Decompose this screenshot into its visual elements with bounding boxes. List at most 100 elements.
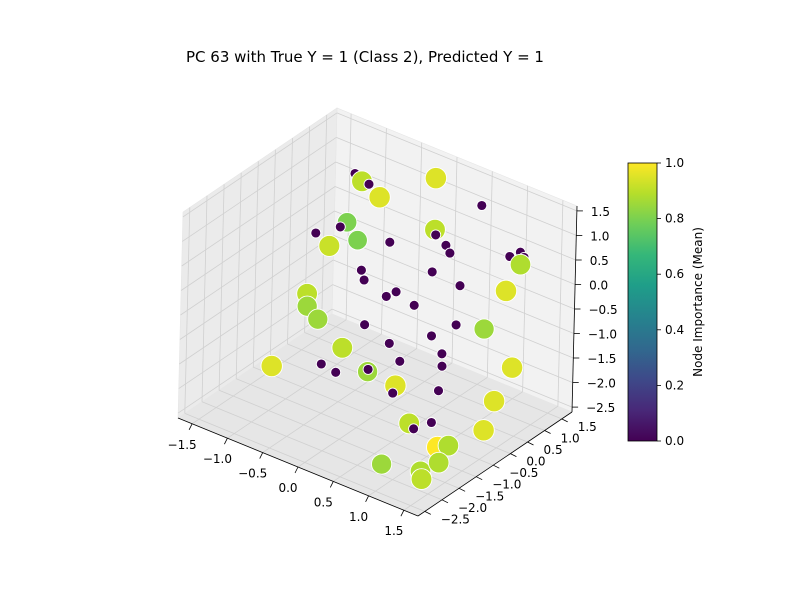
grid-line-z xyxy=(179,259,334,365)
data-points xyxy=(260,166,532,490)
grid-line-z xyxy=(336,137,577,236)
colorbar-tick-label: 0.2 xyxy=(665,378,684,392)
data-point xyxy=(408,423,420,435)
grid-line-z xyxy=(177,308,333,414)
colorbar-gradient xyxy=(627,162,658,442)
grid-line-y xyxy=(270,355,511,454)
data-point xyxy=(437,434,460,457)
data-point xyxy=(500,356,524,379)
x-tick-label: 1.5 xyxy=(384,524,403,538)
grid-line-x xyxy=(227,333,382,439)
x-tick-mark xyxy=(259,452,264,459)
y-tick-label: −1.0 xyxy=(492,478,521,492)
y-tick-label: −0.5 xyxy=(509,466,538,480)
data-point xyxy=(371,453,393,475)
data-point xyxy=(362,363,374,375)
y-axis-line xyxy=(417,411,573,517)
x-tick-mark xyxy=(224,438,228,445)
data-point xyxy=(410,468,433,490)
y-tick-mark xyxy=(561,418,568,423)
data-point xyxy=(387,387,399,399)
y-tick-mark xyxy=(493,464,500,469)
data-point xyxy=(433,385,444,397)
x-tick-label: 0.0 xyxy=(278,481,297,495)
z-tick-label: 1.0 xyxy=(590,229,609,243)
grid-line-y xyxy=(201,401,443,501)
data-point xyxy=(331,336,354,359)
data-point xyxy=(310,227,322,239)
data-point xyxy=(260,354,283,378)
z-tick-label: 1.5 xyxy=(591,205,610,219)
colorbar: Node Importance (Mean) 0.0 0.2 0.4 0.6 0.8 1.… xyxy=(627,156,705,448)
data-point xyxy=(509,253,532,276)
grid-line-z xyxy=(182,112,338,218)
data-point xyxy=(318,234,341,257)
colorbar-tick-label: 1.0 xyxy=(665,156,684,170)
colorbar-tick-label: 0.0 xyxy=(665,434,684,448)
data-point xyxy=(444,247,456,259)
data-point xyxy=(359,319,371,331)
y-tick-label: −2.5 xyxy=(441,512,470,526)
data-point xyxy=(427,451,450,474)
grid-line-z xyxy=(179,235,335,340)
x-tick-label: −1.0 xyxy=(203,452,232,466)
data-point xyxy=(394,355,406,367)
grid-line-z xyxy=(180,186,336,291)
data-point xyxy=(425,417,437,428)
x-tick-mark xyxy=(400,510,405,517)
data-point xyxy=(315,358,327,370)
x-tick-mark xyxy=(294,466,299,474)
x-tick-label: −0.5 xyxy=(238,467,267,481)
y-tick-label: −2.0 xyxy=(458,501,487,515)
data-point xyxy=(390,286,402,298)
data-point xyxy=(426,330,437,342)
grid-line-z xyxy=(333,235,575,334)
data-point xyxy=(408,299,420,311)
data-point xyxy=(472,419,495,442)
data-point xyxy=(454,280,466,292)
tick-labels: −1.5−1.0−0.50.00.51.01.5−2.5−2.0−1.5−1.0… xyxy=(168,205,618,538)
y-tick-mark xyxy=(424,511,431,515)
data-point xyxy=(384,236,396,248)
data-point xyxy=(436,360,448,372)
data-point xyxy=(368,186,391,209)
x-tick-label: 1.0 xyxy=(349,510,368,524)
colorbar-label: Node Importance (Mean) xyxy=(691,227,705,377)
chart-title: PC 63 with True Y = 1 (Class 2), Predict… xyxy=(186,48,544,66)
x-tick-mark xyxy=(365,495,369,502)
y-tick-mark xyxy=(441,499,449,504)
grid-line-z xyxy=(332,284,573,383)
data-point xyxy=(436,348,448,360)
z-tick-label: −1.5 xyxy=(587,352,616,366)
y-tick-label: 1.0 xyxy=(561,432,580,446)
y-tick-mark xyxy=(527,441,534,446)
grid-line-x xyxy=(262,348,417,453)
z-tick-label: −2.0 xyxy=(587,377,616,391)
y-tick-label: 0.5 xyxy=(544,443,563,457)
data-point xyxy=(424,166,448,190)
data-point xyxy=(363,178,375,190)
x-tick-mark xyxy=(188,423,193,430)
y-tick-mark xyxy=(476,476,483,481)
colorbar-tick-label: 0.6 xyxy=(665,267,684,281)
z-tick-label: −0.5 xyxy=(589,303,618,317)
grid-line-z xyxy=(180,210,335,316)
y-tick-mark xyxy=(510,453,517,457)
y-tick-mark xyxy=(544,430,551,434)
data-point xyxy=(330,366,342,378)
z-tick-label: −1.0 xyxy=(588,328,617,342)
colorbar-tick-label: 0.8 xyxy=(665,212,684,226)
x-tick-label: 0.5 xyxy=(314,495,333,509)
data-point xyxy=(383,337,395,349)
data-point xyxy=(334,221,346,233)
grid-line-x xyxy=(403,405,559,511)
y-tick-mark xyxy=(458,487,466,492)
data-point xyxy=(482,389,506,413)
data-point xyxy=(476,200,488,211)
z-tick-label: 0.0 xyxy=(589,279,608,293)
data-point xyxy=(426,266,438,278)
data-point xyxy=(380,290,392,302)
data-point xyxy=(355,264,367,276)
